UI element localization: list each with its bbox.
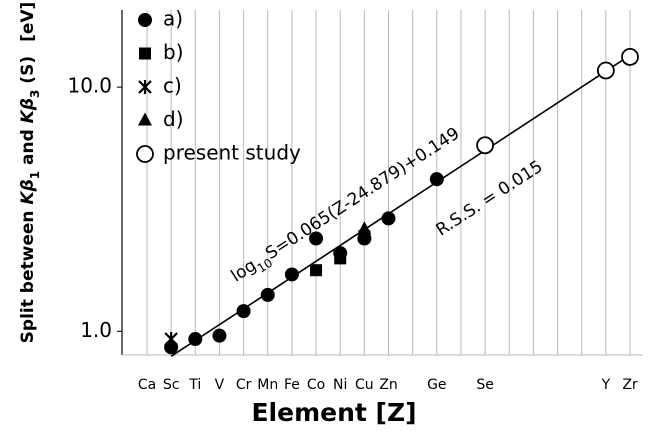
legend-label: c) [163, 74, 182, 98]
x-tick-label: Cu [355, 377, 374, 393]
data-point [260, 287, 275, 302]
y-axis-title-part: Kβ [18, 98, 38, 123]
legend-label: d) [163, 107, 184, 131]
legend-label: present study [163, 141, 301, 165]
x-tick-label: V [215, 377, 225, 393]
y-axis-title-part: Split between [18, 205, 38, 344]
data-point [309, 231, 324, 246]
x-tick-label: Fe [284, 377, 300, 393]
y-axis-title-part: 1 [28, 171, 42, 179]
data-point [596, 61, 615, 80]
legend-marker [138, 13, 152, 27]
y-axis-title-part: Kβ [18, 179, 38, 204]
data-point [334, 252, 347, 265]
x-tick-label: Mn [257, 377, 278, 393]
y-axis-title-part: 3 [28, 90, 42, 98]
data-point [164, 332, 178, 347]
y-axis-title-part: (S) [18, 56, 38, 90]
y-axis-title: Split between Kβ1 and Kβ3 (S)[eV] [18, 2, 42, 344]
y-axis-unit: [eV] [18, 2, 38, 42]
x-tick-label: Co [307, 377, 325, 393]
x-tick-label: Ti [188, 377, 201, 393]
data-point [212, 328, 227, 343]
data-point [357, 221, 372, 235]
fit-equation-part: log [228, 255, 261, 286]
legend-label: b) [163, 40, 184, 64]
data-point [188, 332, 203, 347]
x-tick-label: Ge [427, 377, 446, 393]
x-tick-label: Zr [622, 377, 638, 393]
fit-equation-part: 10 [254, 255, 274, 275]
legend-marker [136, 145, 154, 163]
y-tick-label: 1.0 [80, 318, 112, 342]
rss-label: R.S.S. = 0.015 [433, 157, 547, 241]
legend-marker [138, 112, 152, 126]
data-point [236, 304, 251, 319]
data-point [381, 211, 396, 226]
y-axis-title-part: and [18, 123, 38, 171]
y-tick-label: 10.0 [67, 74, 112, 98]
data-point [476, 136, 495, 155]
data-point [284, 267, 299, 282]
legend-marker [139, 47, 151, 60]
x-tick-label: Se [476, 377, 494, 393]
data-point [621, 48, 639, 66]
legend-marker [138, 80, 152, 94]
x-tick-label: Y [601, 377, 611, 393]
x-axis-title: Element [Z] [251, 398, 416, 427]
x-tick-label: Ni [333, 377, 347, 393]
x-tick-label: Ca [138, 377, 156, 393]
x-tick-label: Zn [379, 377, 397, 393]
x-tick-label: Sc [163, 377, 180, 393]
legend-label: a) [163, 7, 183, 31]
x-tick-label: Cr [236, 377, 252, 393]
data-point [429, 172, 444, 187]
data-point [310, 264, 323, 277]
